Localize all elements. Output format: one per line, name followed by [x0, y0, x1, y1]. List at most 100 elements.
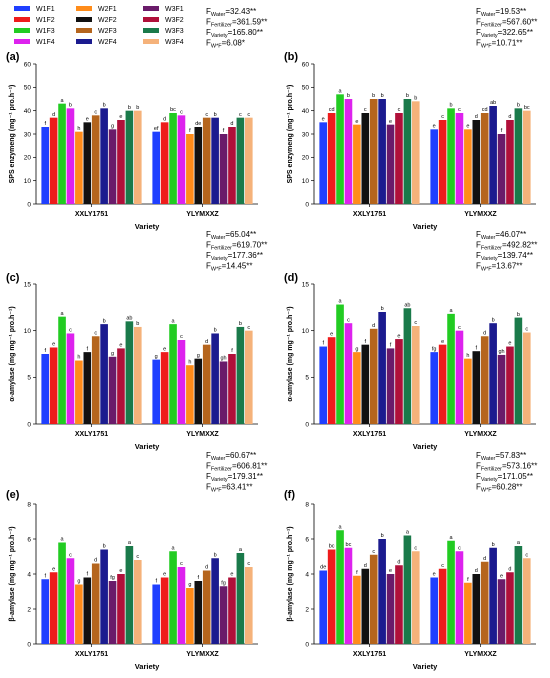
- legend-label: W2F2: [98, 17, 117, 24]
- y-tick-label: 5: [305, 375, 309, 382]
- bar: [455, 551, 464, 644]
- anova-stat: FWater=65.04**: [206, 230, 256, 241]
- significance-letter: c: [364, 107, 367, 113]
- bar: [100, 108, 108, 204]
- significance-letter: c: [441, 114, 444, 120]
- anova-subscript: Water: [481, 456, 496, 462]
- chart-panel-e: (e) FWater=60.67**FFertilizer=606.81**FVa…: [6, 451, 267, 671]
- y-tick-label: 10: [302, 178, 310, 185]
- significance-letter: e: [119, 568, 122, 574]
- bar: [403, 308, 412, 424]
- significance-letter: e: [466, 124, 469, 130]
- bar: [489, 547, 497, 644]
- significance-letter: e: [500, 573, 503, 579]
- significance-letter: b: [214, 552, 217, 558]
- legend-item: W1F4: [14, 39, 55, 46]
- panel-label: (d): [284, 272, 298, 284]
- bar: [378, 99, 386, 204]
- legend-swatch: [143, 28, 159, 33]
- bar: [430, 352, 439, 424]
- legend-swatch: [76, 39, 92, 44]
- bar: [133, 326, 142, 424]
- legend-item: W2F3: [76, 28, 117, 35]
- bar: [344, 547, 353, 644]
- bar: [169, 324, 177, 424]
- anova-stat: FFertilizer=492.82**: [476, 241, 537, 252]
- significance-letter: d: [205, 565, 208, 571]
- bar: [411, 101, 420, 204]
- y-tick-label: 8: [27, 501, 31, 508]
- x-category-label: YLYMXXZ: [186, 651, 219, 658]
- bar: [100, 324, 108, 424]
- bar: [361, 113, 370, 204]
- significance-letter: f: [44, 573, 46, 579]
- bar: [455, 113, 464, 204]
- significance-letter: c: [94, 110, 97, 116]
- chart-panel-d: (d) FWater=46.07**FFertilizer=492.82**FVa…: [284, 230, 537, 451]
- bar: [319, 122, 328, 204]
- legend-label: W2F1: [98, 6, 117, 13]
- panel-label: (a): [6, 51, 20, 63]
- y-tick-label: 6: [305, 536, 309, 543]
- significance-letter: b: [517, 103, 520, 109]
- bar: [489, 106, 497, 204]
- significance-letter: d: [364, 563, 367, 569]
- bar: [152, 584, 161, 644]
- legend-item: W3F3: [143, 28, 184, 35]
- bar: [236, 553, 245, 644]
- bar: [353, 575, 361, 644]
- bar: [219, 586, 228, 644]
- anova-subscript: W*F: [211, 44, 222, 50]
- significance-letter: f: [44, 348, 46, 354]
- bar: [75, 360, 83, 424]
- significance-letter: f: [356, 570, 358, 576]
- significance-letter: f: [87, 572, 89, 578]
- panel-label: (c): [6, 272, 20, 284]
- bar: [472, 574, 481, 644]
- bar: [319, 346, 328, 424]
- bar: [133, 110, 142, 204]
- bar: [83, 122, 92, 204]
- significance-letter: e: [52, 566, 55, 572]
- bar: [361, 344, 370, 424]
- bar: [186, 134, 194, 204]
- significance-letter: d: [483, 330, 486, 336]
- significance-letter: d: [205, 339, 208, 345]
- bar: [438, 344, 447, 424]
- panel-label: (f): [284, 489, 295, 501]
- bar: [244, 117, 253, 204]
- significance-letter: b: [347, 93, 350, 99]
- bar: [353, 124, 361, 204]
- anova-stat: FWater=32.43**: [206, 7, 256, 18]
- bar: [177, 115, 186, 204]
- significance-letter: bc: [346, 542, 352, 548]
- anova-subscript: Fertilizer: [481, 23, 502, 29]
- bar: [91, 563, 100, 644]
- significance-letter: a: [239, 547, 243, 553]
- significance-letter: d: [475, 568, 478, 574]
- significance-letter: c: [347, 317, 350, 323]
- bar: [403, 99, 412, 204]
- significance-letter: c: [414, 545, 417, 551]
- anova-stat: FWater=19.53**: [476, 7, 526, 18]
- bar: [386, 574, 395, 644]
- bar: [480, 336, 489, 424]
- y-tick-label: 4: [305, 571, 309, 578]
- chart-panel-f: (f) FWater=57.83**FFertilizer=573.16**FVa…: [284, 451, 537, 671]
- y-tick-label: 4: [27, 571, 31, 578]
- anova-value: =6.08*: [222, 39, 245, 48]
- anova-subscript: W*F: [211, 488, 222, 494]
- significance-letter: b: [214, 112, 217, 118]
- bar: [464, 582, 472, 644]
- x-category-label: YLYMXXZ: [464, 211, 497, 218]
- significance-letter: e: [230, 572, 233, 578]
- anova-stat: FFertilizer=361.59**: [206, 18, 267, 29]
- anova-value: =60.28**: [492, 483, 523, 492]
- legend: W1F1 W1F2 W1F3 W1F4 W2F1 W2F2 W2F3 W2F4 W3F1 W3F2…: [14, 6, 184, 46]
- significance-letter: e: [52, 342, 55, 348]
- bar: [228, 577, 236, 644]
- legend-item: W1F1: [14, 6, 55, 13]
- bar: [169, 113, 177, 204]
- bar: [108, 356, 117, 424]
- significance-letter: ab: [126, 316, 132, 322]
